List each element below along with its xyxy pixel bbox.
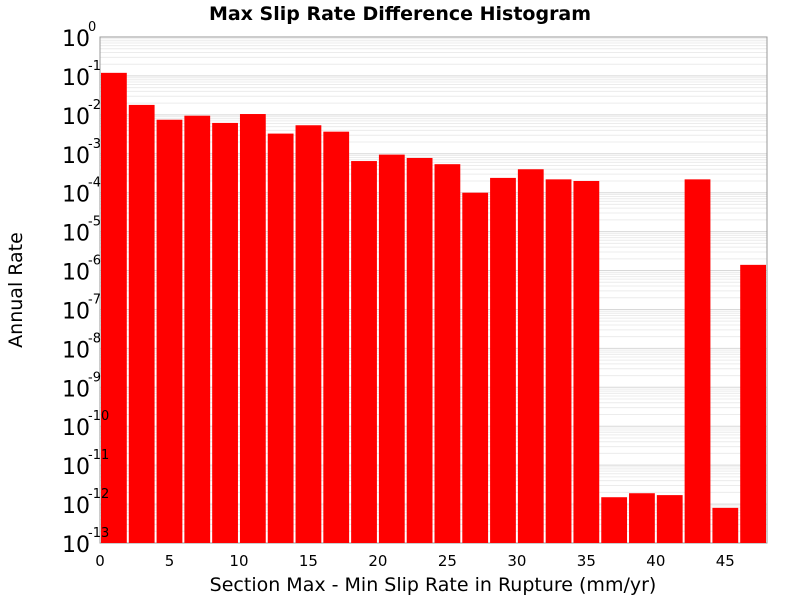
histogram-bar: [712, 507, 739, 543]
y-tick-exponent: -5: [88, 215, 101, 230]
y-tick-exponent: -7: [88, 292, 101, 307]
x-tick-label: 45: [716, 552, 735, 570]
bars: [101, 72, 766, 544]
histogram-bar: [184, 115, 211, 543]
y-tick-label: 10: [62, 494, 90, 519]
histogram-bar: [462, 192, 489, 543]
histogram-bar: [351, 161, 377, 544]
y-tick-label: 10: [62, 105, 90, 130]
histogram-bar: [545, 179, 572, 543]
y-tick-exponent: -2: [88, 98, 101, 113]
plot-area: [99, 36, 768, 544]
histogram-bar: [684, 179, 711, 543]
y-tick-exponent: -11: [88, 448, 109, 463]
y-tick-label: 10: [62, 377, 90, 402]
y-tick-label: 10: [62, 144, 90, 169]
y-tick-exponent: -4: [88, 176, 101, 191]
histogram-bar: [156, 119, 183, 543]
histogram-bar: [517, 169, 544, 543]
histogram-bar: [378, 154, 405, 543]
histogram-bar: [101, 72, 127, 544]
histogram-bar: [128, 104, 155, 544]
histogram-bar: [239, 114, 266, 544]
y-axis-label: Annual Rate: [5, 232, 27, 348]
y-tick-exponent: -13: [88, 526, 109, 541]
x-tick-label: 20: [368, 552, 387, 570]
y-tick-label: 10: [62, 455, 90, 480]
histogram-bar: [601, 497, 628, 543]
y-tick-exponent: -9: [88, 370, 101, 385]
x-tick-label: 15: [299, 552, 318, 570]
histogram-bar: [656, 495, 683, 543]
x-axis-ticks: 0 5 10 15 20 25 30 35 40 45: [95, 552, 735, 570]
y-tick-exponent: -3: [88, 137, 101, 152]
x-tick-label: 35: [577, 552, 596, 570]
y-tick-exponent: -1: [88, 59, 101, 74]
y-tick-exponent: -6: [88, 254, 101, 269]
y-tick-exponent: -8: [88, 331, 101, 346]
y-tick-exponent: 0: [88, 20, 96, 35]
y-tick-label: 10: [62, 261, 90, 286]
histogram-bar: [740, 264, 766, 543]
histogram-bar: [490, 177, 516, 543]
y-tick-label: 10: [62, 416, 90, 441]
x-tick-label: 40: [646, 552, 665, 570]
histogram-bar: [267, 133, 294, 543]
histogram-bar: [434, 164, 461, 543]
histogram-bar: [212, 122, 238, 543]
histogram-bar: [295, 125, 322, 544]
y-tick-label: 10: [62, 222, 90, 247]
y-tick-label: 10: [62, 66, 90, 91]
x-tick-label: 10: [229, 552, 248, 570]
grid: [100, 38, 767, 544]
histogram-bar: [406, 157, 433, 543]
x-tick-label: 0: [95, 552, 105, 570]
x-axis-label: Section Max - Min Slip Rate in Rupture (…: [210, 574, 657, 596]
y-tick-exponent: -10: [88, 409, 109, 424]
x-tick-label: 30: [507, 552, 526, 570]
y-tick-exponent: -12: [88, 487, 109, 502]
histogram-bar: [573, 180, 600, 544]
x-tick-label: 25: [438, 552, 457, 570]
y-tick-label: 10: [62, 533, 90, 558]
y-tick-label: 10: [62, 183, 90, 208]
histogram-bar: [323, 131, 350, 543]
histogram-bar: [629, 493, 655, 543]
chart-title: Max Slip Rate Difference Histogram: [209, 3, 591, 25]
y-tick-label: 10: [62, 27, 90, 52]
y-tick-label: 10: [62, 299, 90, 324]
y-axis-ticks: 10010-110-210-310-410-510-610-710-810-91…: [62, 20, 109, 558]
x-tick-label: 5: [165, 552, 175, 570]
y-tick-label: 10: [62, 338, 90, 363]
